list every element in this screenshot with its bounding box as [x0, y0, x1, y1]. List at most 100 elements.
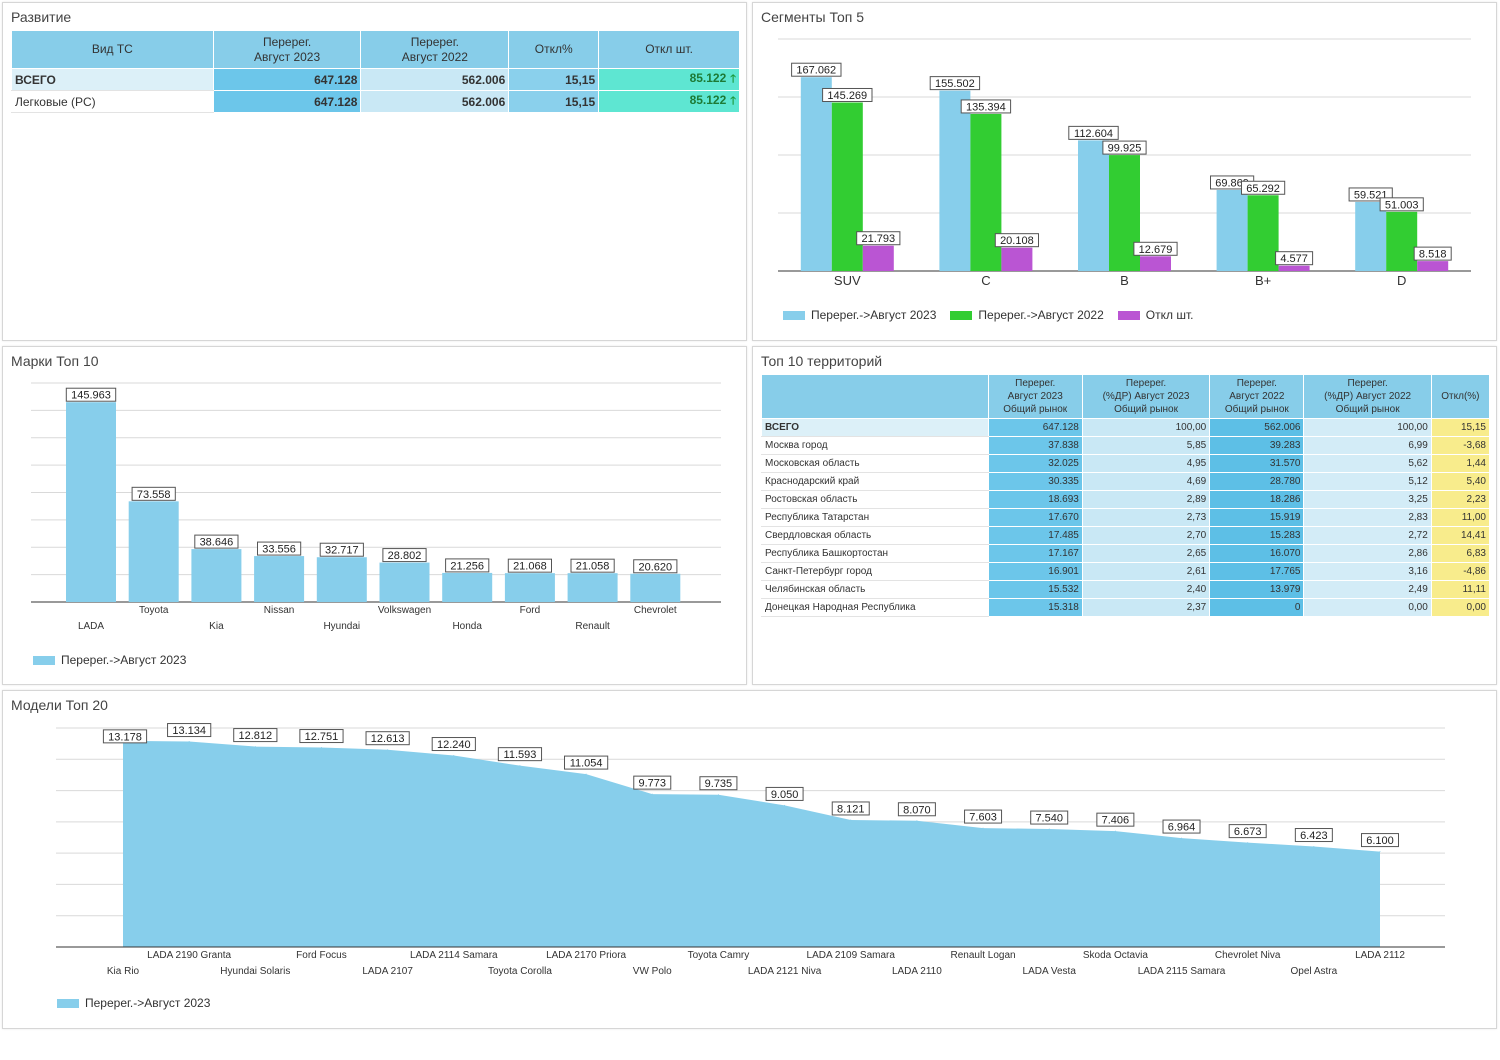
- data-label: 28.802: [382, 548, 427, 563]
- data-point: [1313, 846, 1315, 848]
- table-row: Легковые (PC) 647.128 562.006 15,15 85.122 🡑: [11, 90, 740, 113]
- value-label-box: [1162, 819, 1201, 834]
- row-label: Республика Башкортостан: [761, 544, 989, 563]
- column-header: Перерег. Август 2023 Общий рынок: [987, 374, 1083, 419]
- table-cell: 17.765: [1209, 562, 1305, 581]
- value-label-box: [633, 775, 672, 790]
- table-cell: 2,70: [1081, 526, 1211, 545]
- table-row: Ростовская область 18.693 2,89 18.286 3,25 2,…: [761, 490, 1491, 509]
- x-tick-label: LADA Vesta: [1023, 966, 1077, 977]
- data-point: [982, 827, 984, 829]
- data-point: [717, 794, 719, 796]
- row-label: Челябинская область: [761, 580, 989, 599]
- value-label-text: 38.646: [200, 537, 234, 549]
- table-cell: -4,86: [1430, 562, 1491, 581]
- brands-chart: 145.963 LADA 73.558 Toyota 38.646 Kia 33.556 Ni…: [31, 382, 721, 632]
- table-row: Московская область 32.025 4,95 31.570 5,62 1,…: [761, 454, 1491, 473]
- table-row: Республика Башкортостан 17.167 2,65 16.070 2…: [761, 544, 1491, 563]
- table-row: Москва город 37.838 5,85 39.283 6,99 -3,68: [761, 436, 1491, 455]
- value-label-text: 167.062: [796, 65, 836, 77]
- bar: [970, 113, 1002, 271]
- razvitie-panel: Развитие Вид ТС Перерег. Август 2023 Перер…: [2, 2, 747, 341]
- segments-panel: Сегменты Топ 5 167.062 145.269 21.793 SUV 15…: [752, 2, 1497, 341]
- table-cell: 37.838: [987, 436, 1083, 455]
- bar: [1417, 261, 1449, 271]
- value-label-box: [964, 809, 1003, 824]
- value-label-text: 9.050: [771, 789, 799, 801]
- value-2022: 562.006: [360, 68, 510, 91]
- x-tick-label: LADA 2115 Samara: [1138, 966, 1226, 977]
- value-label-box: [564, 755, 609, 770]
- value-label-box: [1228, 824, 1267, 839]
- data-label: 4.577: [1275, 251, 1314, 266]
- value-label-text: 145.963: [71, 390, 111, 402]
- table-cell: 5,85: [1081, 436, 1211, 455]
- row-label: ВСЕГО: [761, 418, 989, 437]
- data-label: 59.521: [1348, 187, 1393, 202]
- value-label-text: 145.269: [827, 90, 867, 102]
- column-header: Перерег. Август 2023: [212, 30, 362, 69]
- table-cell: 2,86: [1303, 544, 1432, 563]
- models-panel: Модели Топ 20 13.178 13.134 12.812 12.751 12…: [2, 690, 1497, 1029]
- row-label: ВСЕГО: [11, 68, 214, 91]
- value-label-text: 99.925: [1108, 143, 1142, 155]
- value-label-box: [994, 233, 1040, 248]
- x-tick-label: LADA 2114 Samara: [410, 950, 498, 961]
- value-diff: 85.122 🡑: [598, 68, 740, 91]
- bar: [862, 245, 894, 271]
- data-label: 8.518: [1413, 246, 1452, 261]
- table-row: Краснодарский край 30.335 4,69 28.780 5,12 5,…: [761, 472, 1491, 491]
- bar: [128, 501, 179, 602]
- table-cell: 100,00: [1303, 418, 1432, 437]
- legend-item: Откл шт.: [1117, 308, 1194, 322]
- table-cell: 13.979: [1209, 580, 1305, 599]
- panel-title: Сегменты Топ 5: [761, 9, 865, 25]
- table-cell: 11,11: [1430, 580, 1491, 599]
- brands-legend: Перерег.->Август 2023: [33, 653, 186, 667]
- data-label: 11.054: [564, 755, 609, 770]
- table-row: Санкт-Петербург город 16.901 2,61 17.765 3,1…: [761, 562, 1491, 581]
- x-tick-label: LADA 2107: [362, 966, 413, 977]
- x-tick-label: Chevrolet Niva: [1215, 950, 1281, 961]
- data-label: 9.050: [765, 786, 804, 801]
- territories-table: Перерег. Август 2023 Общий рынок Перерег.…: [761, 374, 1491, 617]
- value-label-text: 8.070: [903, 804, 931, 816]
- value-label-text: 135.394: [966, 101, 1006, 113]
- x-tick-label: Kia Rio: [107, 966, 140, 977]
- x-tick-label: Toyota Camry: [688, 950, 750, 961]
- bar: [316, 557, 367, 602]
- table-cell: 3,25: [1303, 490, 1432, 509]
- legend-item: Перерег.->Август 2023: [57, 996, 210, 1010]
- data-label: 112.604: [1068, 125, 1119, 140]
- value-label-text: 6.100: [1366, 835, 1394, 847]
- value-label-box: [699, 776, 738, 791]
- column-header: Откл(%): [1430, 374, 1491, 419]
- table-cell: 2,73: [1081, 508, 1211, 527]
- legend-label: Откл шт.: [1145, 308, 1194, 322]
- value-label-text: 28.802: [388, 550, 422, 562]
- bar: [442, 572, 493, 602]
- column-header: [761, 374, 989, 419]
- x-tick-label: Skoda Octavia: [1083, 950, 1148, 961]
- data-point: [651, 793, 653, 795]
- x-tick-label: LADA 2190 Granta: [147, 950, 231, 961]
- data-label: 12.812: [233, 728, 278, 742]
- bar: [939, 90, 971, 272]
- x-tick-label: LADA 2112: [1355, 950, 1405, 961]
- value-label-box: [960, 99, 1012, 114]
- value-label-box: [167, 723, 212, 738]
- value-label-text: 65.292: [1246, 183, 1280, 195]
- column-header: Перерег. Август 2022: [360, 30, 510, 69]
- legend-item: Перерег.->Август 2023: [783, 308, 936, 322]
- value-label-box: [382, 548, 427, 563]
- value-label-box: [765, 786, 804, 801]
- data-label: 21.068: [507, 558, 552, 573]
- data-label: 21.256: [445, 558, 490, 572]
- x-tick-label: LADA 2110: [892, 966, 942, 977]
- data-label: 6.673: [1228, 824, 1267, 839]
- diff-value: 85.122: [689, 71, 727, 85]
- data-label: 8.070: [897, 802, 936, 817]
- data-point: [1181, 837, 1183, 839]
- table-row: Донецкая Народная Республика 15.318 2,37 0 0…: [761, 598, 1491, 617]
- table-cell: 17.485: [987, 526, 1083, 545]
